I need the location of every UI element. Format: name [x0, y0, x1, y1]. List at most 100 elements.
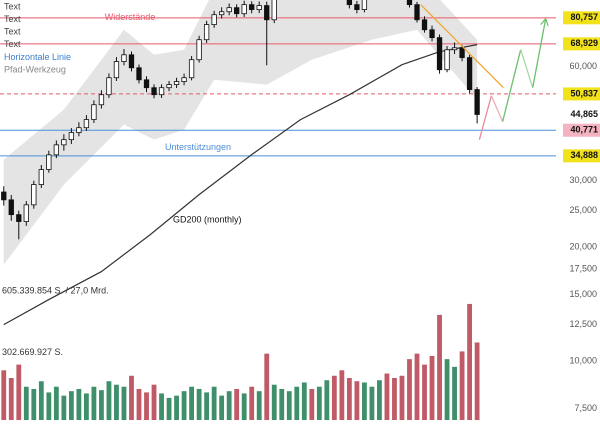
volume-bar [129, 375, 134, 420]
projection-segment [478, 95, 493, 140]
y-tick-label: 30,000 [569, 175, 597, 185]
level-badge [563, 123, 600, 137]
volume-bar [204, 392, 210, 420]
volume-bar [384, 373, 390, 420]
volume-bar [437, 314, 442, 420]
volume-bar [189, 386, 194, 420]
candle-body [444, 49, 450, 71]
level-badge [563, 37, 600, 51]
volume-bar [121, 386, 127, 420]
volume-bar [226, 391, 232, 420]
y-tick-label: 60,000 [569, 61, 597, 71]
candle-body [136, 67, 142, 81]
gd200-label: GD200 (monthly) [173, 214, 242, 224]
volume-bar [316, 386, 322, 420]
volume-bar [159, 393, 164, 420]
volume-bar [196, 388, 202, 420]
level-name: Widerstände [105, 12, 156, 22]
trendline [420, 4, 504, 89]
volume-bar [407, 359, 412, 420]
level-badge [563, 87, 600, 101]
y-tick-label: 20,000 [569, 242, 597, 252]
candle-body [166, 84, 172, 89]
candle-body [38, 169, 44, 185]
level-badge [563, 11, 600, 25]
candle-body [46, 154, 52, 170]
candle-body [128, 54, 135, 69]
candle-body [196, 39, 202, 61]
volume-bar [31, 388, 37, 420]
volume-bar [392, 378, 397, 420]
candle-body [256, 5, 262, 10]
candle-body [68, 132, 75, 141]
candle-body [361, 0, 368, 10]
tool-label: Text [4, 1, 21, 11]
level-badge-label: 40,771 [570, 125, 598, 135]
candle-body [241, 4, 247, 15]
candle-body [459, 47, 465, 59]
level-badge-label: 34,888 [570, 150, 598, 160]
candle-body [106, 77, 112, 96]
volume-bar [211, 386, 217, 420]
candle-body [203, 24, 210, 41]
level-badge-label: 44,865 [570, 109, 598, 119]
projection-segment [520, 49, 534, 88]
volume-bar [84, 393, 89, 420]
volume-bar [331, 375, 337, 420]
candle-body [143, 79, 150, 89]
volume-bar [467, 303, 472, 420]
volume-bar [422, 364, 427, 420]
candle-body [234, 7, 240, 15]
volume-bar [271, 384, 277, 420]
volume-bar [68, 391, 74, 420]
level-badge-label: 80,757 [570, 12, 598, 22]
y-tick-label: 10,000 [569, 356, 597, 366]
volume-bar [38, 381, 44, 420]
level-badge-label: 68,929 [570, 38, 598, 48]
volume-bar [429, 355, 435, 420]
volume-bar [369, 386, 375, 420]
price-axis: 60,000 30,000 25,000 20,000 17,500 15,000 12,5… [563, 11, 600, 413]
candle-body [218, 11, 225, 16]
volume-bar [46, 392, 52, 420]
volume-bar [144, 392, 149, 420]
plot-area: 605.339.854 S. / 27,0 Mrd. 302.669.927 S.… [0, 0, 556, 420]
candle-body [83, 119, 90, 129]
y-tick-label: 12,500 [569, 319, 597, 329]
candle-body [429, 29, 435, 39]
volume-bar [256, 391, 262, 420]
candle-body [158, 87, 165, 96]
candle-body [354, 4, 360, 10]
candle-body [61, 139, 67, 146]
volume-bar [53, 386, 59, 420]
volume-bar [377, 380, 382, 420]
volume-tick-label: 302.669.927 S. [2, 347, 63, 357]
volume-bar [1, 370, 7, 420]
volume-bar [241, 393, 247, 420]
volume-bar [106, 381, 112, 420]
tool-label: Text [4, 27, 21, 37]
tool-label: Horizontale Linie [4, 52, 71, 62]
volume-bar [61, 395, 67, 420]
level-name: Unterstützungen [165, 142, 231, 152]
level-badge [563, 107, 600, 121]
candle-body [188, 59, 195, 79]
candle-body [23, 204, 29, 222]
candle-body [113, 61, 120, 79]
tool-label: Text [4, 14, 21, 24]
y-tick-label: 15,000 [569, 289, 597, 299]
tool-label: Pfad-Werkzeug [4, 64, 66, 74]
projection-segment [532, 20, 546, 88]
volume-bar [151, 384, 157, 420]
volume-bar [219, 395, 225, 420]
candle-body [406, 0, 413, 6]
candle-body [53, 144, 60, 156]
volume-bar [16, 364, 22, 420]
level-badge [563, 149, 600, 163]
volume-bar [76, 388, 82, 420]
volume-bar [279, 388, 285, 420]
volume-bar [8, 378, 14, 420]
candle-body [151, 87, 157, 96]
candle-body [264, 5, 270, 21]
